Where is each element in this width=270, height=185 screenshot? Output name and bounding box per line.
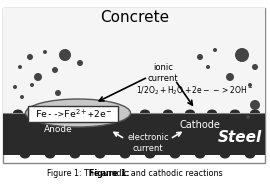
Circle shape	[126, 111, 130, 115]
Text: Figure 1: The anodic and cathodic reactions: Figure 1: The anodic and cathodic reacti…	[47, 169, 223, 177]
Circle shape	[250, 100, 260, 110]
Ellipse shape	[53, 110, 63, 117]
Ellipse shape	[220, 152, 230, 159]
Ellipse shape	[95, 110, 105, 117]
Ellipse shape	[13, 110, 23, 117]
Ellipse shape	[185, 110, 195, 117]
Ellipse shape	[95, 152, 105, 159]
Circle shape	[206, 65, 210, 69]
Text: Cathode: Cathode	[180, 120, 220, 130]
Ellipse shape	[230, 110, 240, 117]
Circle shape	[27, 54, 33, 60]
Ellipse shape	[170, 152, 180, 159]
Ellipse shape	[245, 152, 255, 159]
Circle shape	[18, 65, 22, 69]
Text: Concrete: Concrete	[100, 11, 170, 26]
Bar	[28, 106, 118, 122]
Circle shape	[52, 67, 58, 73]
Circle shape	[20, 95, 24, 99]
Circle shape	[235, 48, 249, 62]
Circle shape	[55, 90, 61, 96]
Ellipse shape	[70, 152, 80, 159]
Ellipse shape	[45, 152, 55, 159]
Ellipse shape	[140, 110, 150, 117]
Ellipse shape	[20, 152, 30, 159]
Text: Fe-->Fe$^{2+}$+2e$^{-}$: Fe-->Fe$^{2+}$+2e$^{-}$	[35, 108, 112, 120]
Circle shape	[213, 48, 217, 52]
Ellipse shape	[117, 110, 127, 117]
Circle shape	[77, 60, 83, 66]
Ellipse shape	[33, 110, 43, 117]
Ellipse shape	[250, 110, 260, 117]
Text: Steel: Steel	[218, 130, 262, 144]
Ellipse shape	[25, 99, 130, 127]
Text: ionic
current: ionic current	[148, 63, 178, 83]
Bar	[3, 8, 265, 113]
Circle shape	[59, 49, 71, 61]
Ellipse shape	[195, 152, 205, 159]
Bar	[3, 113, 265, 155]
Bar	[3, 8, 265, 163]
Circle shape	[252, 64, 258, 70]
Circle shape	[34, 73, 42, 81]
Circle shape	[197, 54, 203, 60]
Circle shape	[246, 115, 250, 119]
Text: Figure 1:: Figure 1:	[89, 169, 129, 177]
Circle shape	[13, 85, 17, 89]
Circle shape	[43, 50, 47, 54]
Text: electronic
current: electronic current	[127, 133, 169, 153]
Circle shape	[30, 83, 34, 87]
Ellipse shape	[207, 110, 217, 117]
Ellipse shape	[163, 110, 173, 117]
Circle shape	[106, 103, 110, 107]
Circle shape	[248, 83, 252, 87]
Ellipse shape	[120, 152, 130, 159]
Circle shape	[226, 73, 234, 81]
Ellipse shape	[73, 110, 83, 117]
Text: Anode: Anode	[44, 125, 72, 134]
Text: $\mathregular{1/2O_2+H_2O+2e-->2OH^-}$: $\mathregular{1/2O_2+H_2O+2e-->2OH^-}$	[136, 85, 254, 97]
Ellipse shape	[145, 152, 155, 159]
